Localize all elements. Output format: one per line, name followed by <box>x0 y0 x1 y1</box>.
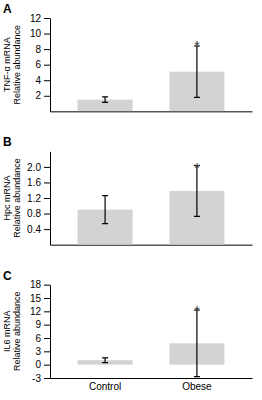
tick-mark <box>44 365 50 366</box>
panel-title: A <box>3 2 12 16</box>
panel-title: B <box>3 135 12 149</box>
plot-area <box>78 310 225 377</box>
tick-label: 6 <box>35 333 41 344</box>
tick: Control <box>89 381 121 392</box>
tick: 0.4 <box>27 224 50 235</box>
tick-mark <box>44 298 50 299</box>
plot-area <box>78 46 225 111</box>
tick-mark <box>44 214 50 215</box>
axis-line <box>50 152 51 245</box>
tick-mark <box>44 285 50 286</box>
tick: 0 <box>35 359 50 370</box>
panel: -3 0 3 6 9 12 15 18 Control Obese * C IL6 mRNARelati… <box>2 269 253 392</box>
tick: 2 <box>35 90 50 101</box>
tick-mark <box>44 167 50 168</box>
chart: 2 4 6 8 10 12 * A TNF-α mRNARelative abundance 0.… <box>0 0 262 400</box>
tick-label: 8 <box>35 44 41 55</box>
y-axis: 2 4 6 8 10 12 <box>30 13 51 112</box>
tick-label: 18 <box>30 279 42 290</box>
y-axis-title: TNF-α mRNARelative abundance <box>2 25 22 105</box>
tick-label: 15 <box>30 293 42 304</box>
tick-label: 2 <box>35 90 41 101</box>
annotation: * <box>194 38 200 54</box>
tick-label: 0.8 <box>27 208 41 219</box>
error-bar <box>102 358 108 363</box>
tick-label: 2.0 <box>27 162 41 173</box>
panel: 2 4 6 8 10 12 * A TNF-α mRNARelative abundance <box>2 2 253 112</box>
tick-label: -3 <box>32 373 41 384</box>
error-bar <box>194 310 200 377</box>
tick-label: 1.2 <box>27 193 41 204</box>
panel: 0.4 0.8 1.2 1.6 2.0 * B Hpc mRNARelative abunda… <box>2 135 253 245</box>
tick-label: 6 <box>35 59 41 70</box>
tick: 0.8 <box>27 208 50 219</box>
tick: 9 <box>35 319 50 330</box>
tick-label: 0.4 <box>27 224 41 235</box>
tick: 15 <box>30 293 50 304</box>
tick: 12 <box>30 13 50 24</box>
tick-mark <box>44 229 50 230</box>
tick-mark <box>44 338 50 339</box>
tick-mark <box>44 34 50 35</box>
plot-area <box>78 166 225 245</box>
error-bar <box>102 196 108 224</box>
annotation: * <box>194 160 200 176</box>
tick-mark <box>44 65 50 66</box>
annotation: * <box>194 303 200 319</box>
tick-label: 9 <box>35 319 41 330</box>
x-axis: Control Obese <box>51 379 253 393</box>
tick-label: Obese <box>182 381 212 392</box>
tick-label: 4 <box>35 75 41 86</box>
tick: 3 <box>35 346 50 357</box>
tick-mark <box>44 182 50 183</box>
tick: 1.6 <box>27 177 50 188</box>
tick-label: 0 <box>35 359 41 370</box>
tick-mark <box>44 49 50 50</box>
tick-mark <box>44 325 50 326</box>
tick: 1.2 <box>27 193 50 204</box>
tick-mark <box>44 18 50 19</box>
y-axis-title: Hpc mRNARelative abundance <box>2 158 22 238</box>
axis-line <box>50 285 51 378</box>
tick: 2.0 <box>27 162 50 173</box>
tick-mark <box>44 96 50 97</box>
y-axis-title: IL6 mRNARelative abundance <box>2 292 22 372</box>
tick: 4 <box>35 75 50 86</box>
tick: 8 <box>35 44 50 55</box>
x-axis <box>51 245 253 246</box>
tick-mark <box>44 198 50 199</box>
tick: 6 <box>35 59 50 70</box>
axis-line <box>51 378 253 379</box>
tick-label: 1.6 <box>27 177 41 188</box>
axis-line <box>51 245 253 246</box>
tick-mark <box>44 351 50 352</box>
axis-line <box>50 19 51 112</box>
tick: 12 <box>30 306 50 317</box>
tick-mark <box>44 378 50 379</box>
panel-title: C <box>3 269 12 283</box>
tick-label: Control <box>89 381 121 392</box>
tick-mark <box>44 80 50 81</box>
axis-line <box>51 111 253 112</box>
tick-label: 10 <box>30 28 42 39</box>
tick: 10 <box>30 28 50 39</box>
x-axis <box>51 111 253 112</box>
tick-mark <box>44 311 50 312</box>
tick-label: 3 <box>35 346 41 357</box>
tick: 6 <box>35 333 50 344</box>
error-bar <box>102 97 108 102</box>
tick-label: 12 <box>30 13 42 24</box>
y-axis: 0.4 0.8 1.2 1.6 2.0 <box>27 152 50 245</box>
tick: 18 <box>30 279 50 290</box>
tick: Obese <box>182 381 212 392</box>
tick: -3 <box>32 373 50 384</box>
tick-label: 12 <box>30 306 42 317</box>
y-axis: -3 0 3 6 9 12 15 18 <box>30 279 51 383</box>
